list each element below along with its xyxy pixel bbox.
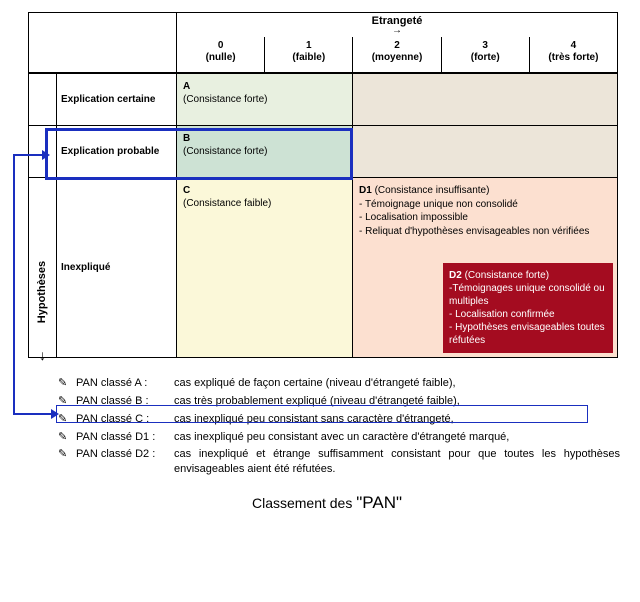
row-header-a: Explication certaine [57,74,177,125]
bullet-icon: ✎ [58,447,76,477]
arrow-down-icon: ↓ [39,347,46,363]
col-header-3: 3(forte) [441,37,529,72]
arrowhead-icon [51,409,59,419]
def-row-b: ✎ PAN classé B : cas très probablement e… [58,394,626,409]
cell-b: B(Consistance forte) [177,126,353,177]
col-axis-title: Etrangeté → [177,13,617,37]
cell-a: A(Consistance forte) [177,74,353,125]
cell-b-right-blank [353,126,617,177]
arrow-right-icon: → [177,25,617,36]
cell-d-region: D1 (Consistance insuffisante) - Témoigna… [353,178,617,357]
cell-a-right-blank [353,74,617,125]
connector-line-vertical [13,154,15,414]
cell-d2: D2 (Consistance forte) -Témoignages uniq… [443,263,613,353]
bullet-icon: ✎ [58,430,76,445]
row-header-b: Explication probable [57,126,177,177]
col-header-2: 2(moyenne) [352,37,440,72]
col-header-0: 0(nulle) [177,37,264,72]
table-corner-blank [29,13,177,73]
arrowhead-icon [42,150,50,160]
classification-table: Etrangeté → 0(nulle) 1(faible) 2(moyenne… [28,12,618,358]
col-header-1: 1(faible) [264,37,352,72]
bullet-icon: ✎ [58,376,76,391]
def-row-d2: ✎ PAN classé D2 : cas inexpliqué et étra… [58,447,626,477]
figure-caption: Classement des "PAN" [28,493,626,513]
cell-c: C(Consistance faible) [177,178,353,357]
col-header-4: 4(très forte) [529,37,617,72]
bullet-icon: ✎ [58,412,76,427]
definitions-list: ✎ PAN classé A : cas expliqué de façon c… [58,376,626,477]
def-row-c: ✎ PAN classé C : cas inexpliqué peu cons… [58,412,626,427]
def-row-a: ✎ PAN classé A : cas expliqué de façon c… [58,376,626,391]
row-axis-title: Hypothèses ↓ [30,231,54,361]
connector-line-to-def-b [13,413,55,415]
row-header-c: Inexpliqué [57,178,177,357]
bullet-icon: ✎ [58,394,76,409]
def-row-d1: ✎ PAN classé D1 : cas inexpliqué peu con… [58,430,626,445]
